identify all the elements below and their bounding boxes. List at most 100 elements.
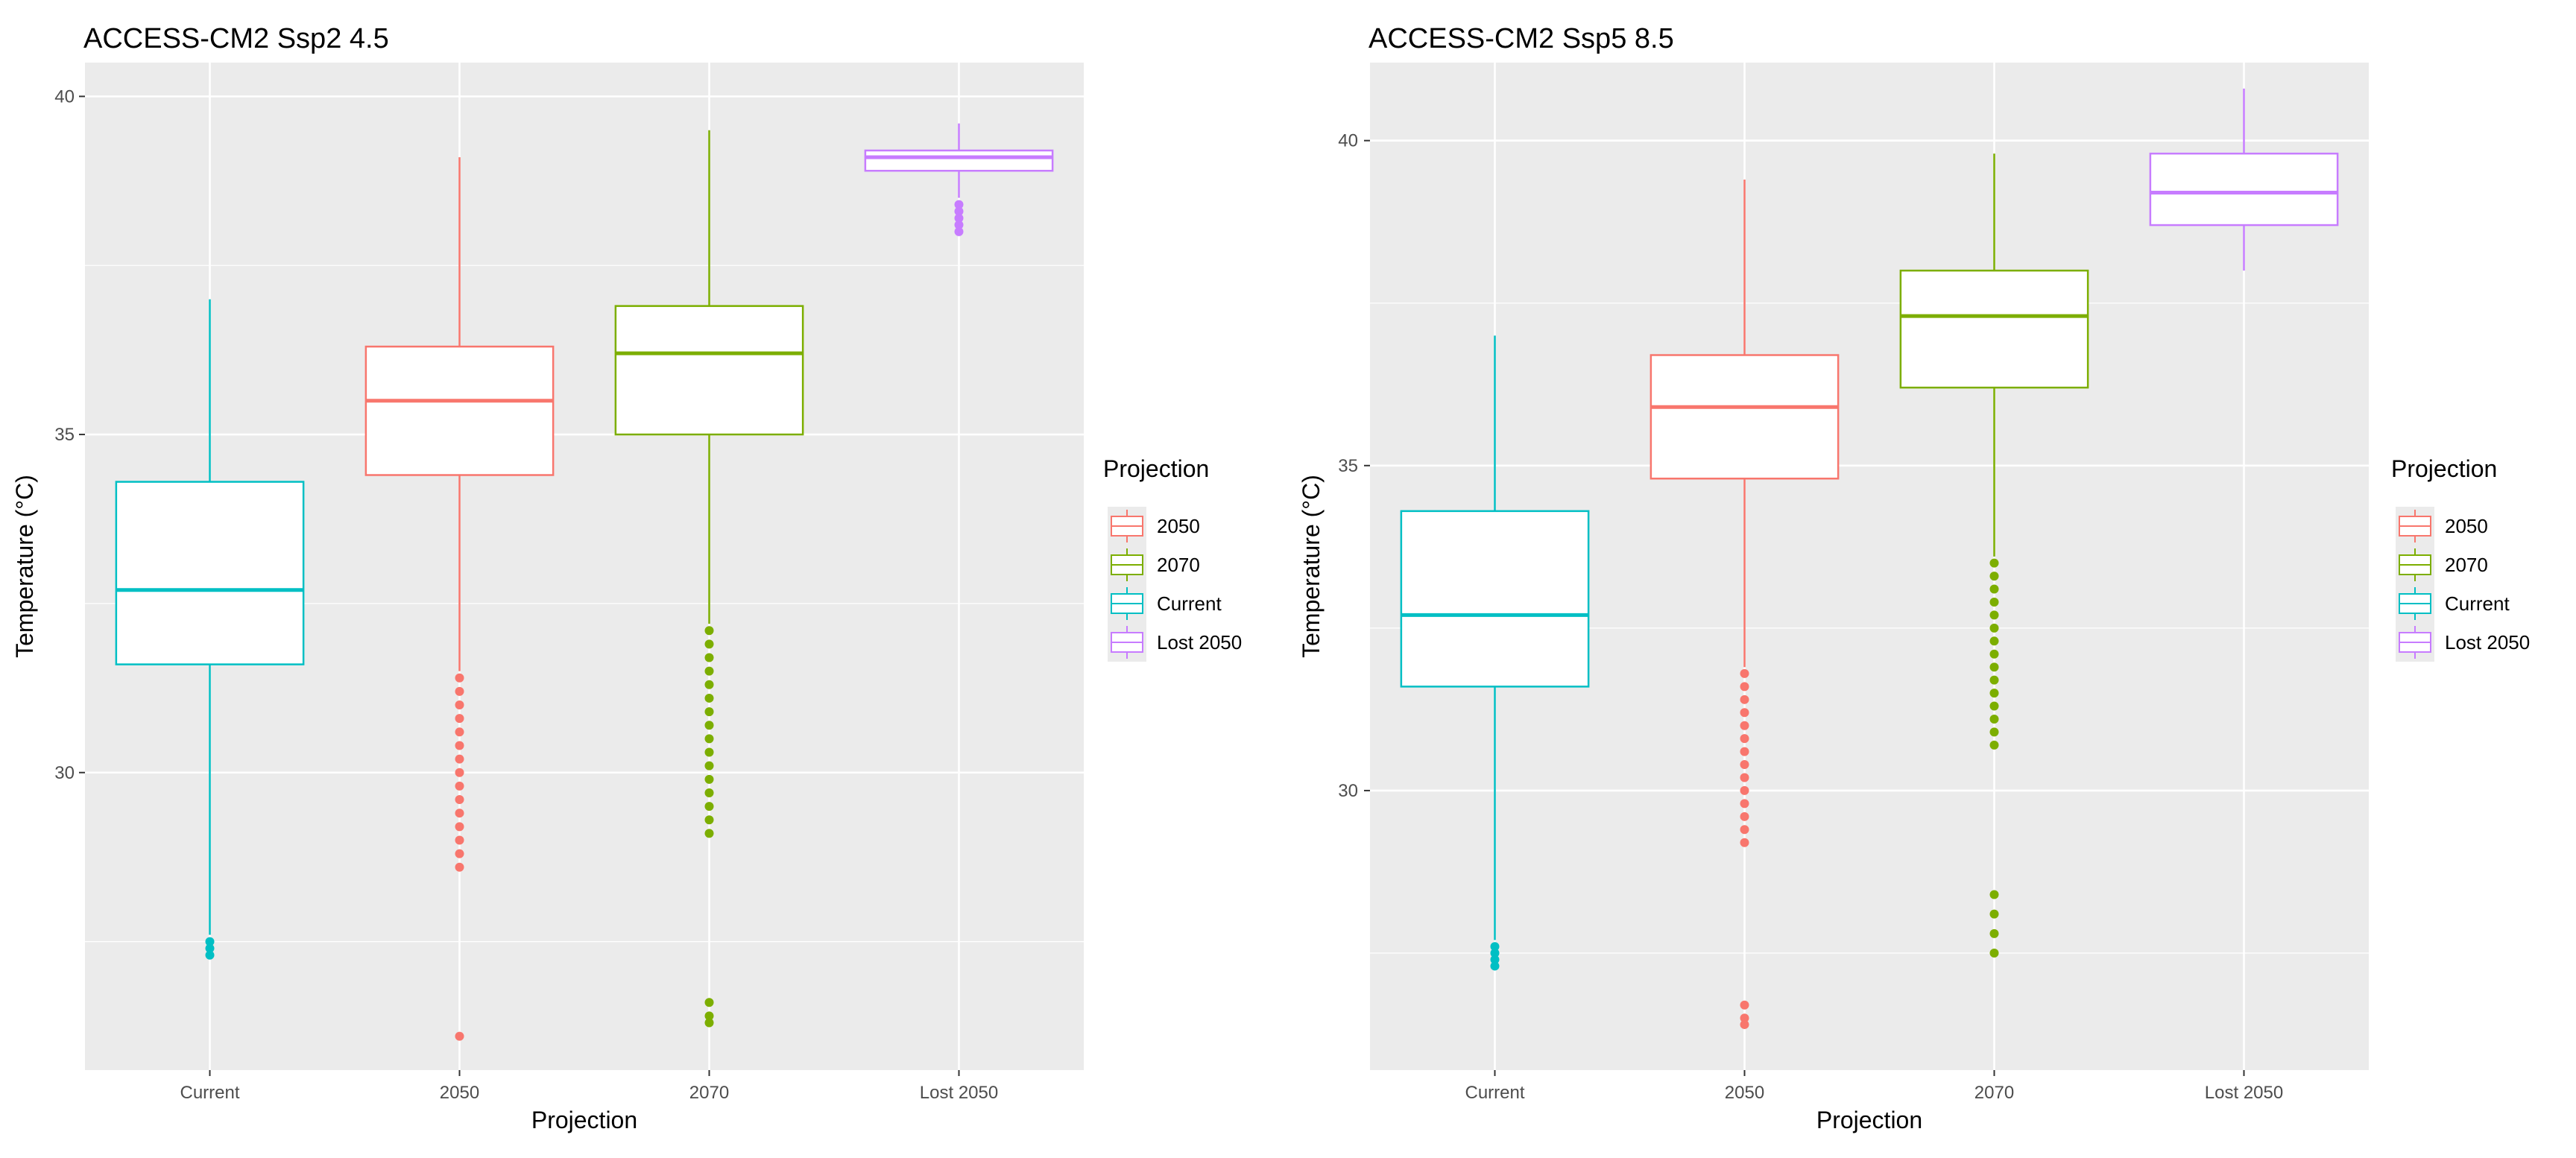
outlier-point — [1989, 675, 1999, 685]
outlier-point — [1989, 623, 1999, 633]
outlier-point — [455, 727, 464, 737]
outlier-point — [1740, 760, 1749, 770]
outlier-point — [205, 937, 215, 946]
outlier-point — [455, 714, 464, 724]
x-tick-label: 2070 — [1974, 1083, 2014, 1103]
outlier-point — [704, 666, 714, 676]
outlier-point — [704, 680, 714, 689]
y-axis-title: Temperature (°C) — [1298, 475, 1325, 658]
outlier-point — [954, 227, 964, 236]
outlier-point — [1740, 1019, 1749, 1029]
outlier-point — [455, 809, 464, 818]
boxplot-current — [115, 299, 305, 960]
outlier-point — [704, 1018, 714, 1028]
outlier-point — [455, 741, 464, 750]
boxplot-2070 — [1899, 154, 2089, 958]
outlier-point — [704, 707, 714, 717]
outlier-point — [1740, 695, 1749, 704]
outlier-point — [954, 206, 964, 216]
outlier-point — [1989, 689, 1999, 698]
outlier-point — [1989, 558, 1999, 568]
outlier-point — [1490, 948, 1500, 958]
outlier-point — [1989, 714, 1999, 724]
outlier-point — [1989, 572, 1999, 581]
outlier-point — [704, 626, 714, 636]
outlier-point — [1740, 734, 1749, 744]
outlier-point — [704, 747, 714, 757]
outlier-point — [1989, 662, 1999, 672]
outlier-point — [455, 795, 464, 805]
outlier-point — [1490, 942, 1500, 952]
outlier-point — [455, 835, 464, 845]
chart-title: ACCESS-CM2 Ssp2 4.5 — [83, 23, 389, 54]
outlier-point — [704, 774, 714, 784]
legend-key — [2396, 623, 2434, 662]
outlier-point — [1740, 708, 1749, 718]
outlier-point — [1740, 785, 1749, 795]
outlier-point — [455, 862, 464, 872]
boxplot-2050 — [364, 157, 555, 1041]
outlier-point — [455, 700, 464, 710]
outlier-point — [455, 673, 464, 683]
box — [614, 305, 804, 436]
x-tick-label: Lost 2050 — [920, 1083, 998, 1103]
outlier-point — [1989, 948, 1999, 958]
outlier-point — [1989, 727, 1999, 737]
chart-panel-1: ACCESS-CM2 Ssp2 4.5 30 35 40 Current 2050 2070… — [11, 23, 1242, 1133]
box — [115, 481, 305, 665]
outlier-point — [1989, 928, 1999, 938]
outlier-point — [954, 220, 964, 230]
outlier-point — [704, 639, 714, 649]
outlier-point — [1989, 649, 1999, 659]
outlier-point — [1740, 1000, 1749, 1010]
outlier-point — [455, 822, 464, 832]
outlier-point — [704, 721, 714, 730]
outlier-point — [205, 943, 215, 953]
legend-label: 2050 — [2445, 515, 2488, 537]
outlier-point — [205, 950, 215, 960]
outlier-point — [954, 213, 964, 223]
box — [2149, 152, 2339, 227]
outlier-point — [704, 693, 714, 703]
y-axis-title: Temperature (°C) — [11, 475, 38, 658]
outlier-point — [1989, 890, 1999, 899]
outlier-point — [1740, 811, 1749, 821]
outlier-point — [455, 768, 464, 777]
x-axis-title: Projection — [531, 1107, 637, 1133]
legend: Projection 2050 2070 Current Lost 2050 — [2391, 455, 2530, 662]
outlier-point — [704, 829, 714, 838]
box — [864, 149, 1054, 172]
boxplot-2050 — [1650, 180, 1840, 1029]
box — [1899, 269, 2089, 389]
legend-label: 2050 — [1157, 515, 1200, 537]
x-tick-label: 2050 — [1725, 1083, 1764, 1103]
outlier-point — [704, 1011, 714, 1021]
x-tick-label: 2070 — [689, 1083, 729, 1103]
x-axis-title: Projection — [1816, 1107, 1922, 1133]
outlier-point — [704, 734, 714, 744]
outlier-point — [1740, 682, 1749, 692]
boxplot-2070 — [614, 130, 804, 1028]
outlier-point — [455, 686, 464, 696]
legend-key — [1108, 507, 1146, 545]
box — [364, 345, 555, 476]
outlier-point — [1740, 825, 1749, 835]
chart-panel-2: ACCESS-CM2 Ssp5 8.5 30 35 40 Current 2050 2070… — [1298, 23, 2530, 1133]
legend-label: Current — [2445, 592, 2510, 615]
y-tick-label: 40 — [54, 86, 75, 107]
x-tick-label: Lost 2050 — [2205, 1083, 2283, 1103]
legend-label: Lost 2050 — [2445, 631, 2530, 654]
outlier-point — [954, 200, 964, 209]
outlier-point — [455, 1031, 464, 1041]
outlier-point — [1989, 740, 1999, 750]
outlier-point — [1989, 909, 1999, 919]
legend-key — [2396, 584, 2434, 623]
legend-key — [1108, 584, 1146, 623]
outlier-point — [704, 802, 714, 811]
legend-label: 2070 — [1157, 554, 1200, 576]
outlier-point — [455, 849, 464, 858]
legend-key — [2396, 507, 2434, 545]
outlier-point — [1989, 636, 1999, 646]
boxplot-lost-2050 — [2149, 88, 2339, 271]
